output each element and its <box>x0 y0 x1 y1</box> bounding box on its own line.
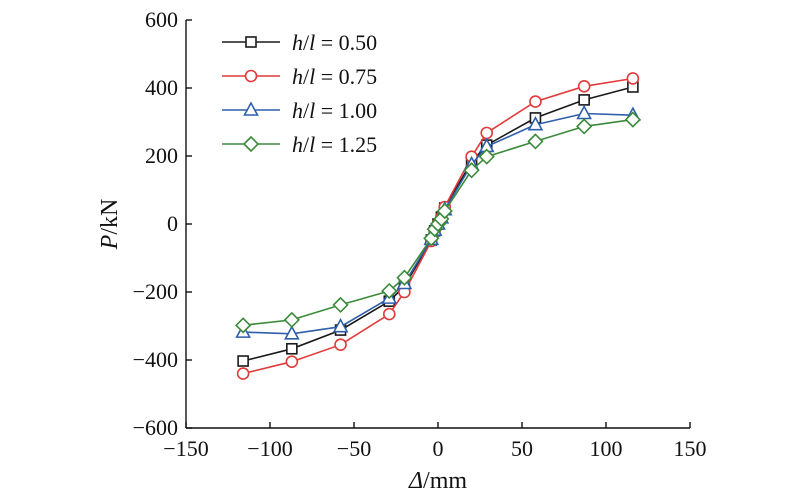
legend-var-h: h <box>292 98 303 123</box>
data-point-circle <box>285 355 299 369</box>
legend-label: h/l = 0.75 <box>292 64 377 89</box>
y-axis-unit: /kN <box>97 199 123 235</box>
x-tick-label: −100 <box>247 436 292 461</box>
legend-var-h: h <box>292 64 303 89</box>
legend-item: h/l = 0.75 <box>222 64 377 89</box>
legend-slash: / <box>303 132 310 157</box>
data-point-triangle <box>283 325 300 340</box>
legend-var-h: h <box>292 30 303 55</box>
data-point-diamond <box>234 317 252 334</box>
legend-label: h/l = 1.25 <box>292 132 377 157</box>
data-point-circle <box>577 80 591 93</box>
data-point-diamond <box>283 311 300 329</box>
legend-slash: / <box>303 30 310 55</box>
x-tick-label: −50 <box>337 436 371 461</box>
y-tick-label: 0 <box>167 211 178 236</box>
data-point-diamond <box>332 296 349 314</box>
data-point-triangle <box>332 318 349 333</box>
legend-var-l: l <box>309 98 315 123</box>
data-point-diamond <box>576 118 593 135</box>
legend-item: h/l = 1.25 <box>222 132 377 157</box>
x-tick-label: 0 <box>433 436 444 461</box>
legend-item: h/l = 0.50 <box>222 30 377 55</box>
legend-var-l: l <box>309 30 315 55</box>
data-point-diamond <box>527 133 544 150</box>
y-tick-label: 200 <box>145 143 178 168</box>
legend-value: = 0.50 <box>315 30 377 55</box>
data-point-square <box>578 94 590 106</box>
data-point-diamond <box>381 282 398 300</box>
data-point-circle <box>529 95 542 108</box>
data-point-triangle <box>527 116 544 131</box>
data-point-square <box>286 342 298 355</box>
legend-value: = 1.00 <box>315 98 377 123</box>
legend-slash: / <box>303 64 310 89</box>
data-point-circle <box>334 338 347 352</box>
y-axis-title: P/kN <box>97 199 123 251</box>
x-tick-label: 150 <box>674 436 707 461</box>
x-axis-variable: Δ <box>408 468 423 494</box>
data-point-circle <box>480 126 494 140</box>
x-tick-label: −150 <box>163 436 208 461</box>
legend-var-h: h <box>292 132 303 157</box>
legend-label: h/l = 1.00 <box>292 98 377 123</box>
data-point-diamond <box>436 202 453 220</box>
data-point-circle <box>626 72 640 85</box>
y-tick-label: −400 <box>133 347 178 372</box>
x-axis-unit: /mm <box>423 468 467 494</box>
data-point-circle <box>236 367 250 380</box>
y-tick-label: 600 <box>145 7 178 32</box>
legend-slash: / <box>303 98 310 123</box>
y-tick-label: 400 <box>145 75 178 100</box>
data-point-diamond <box>624 111 642 128</box>
x-axis-title: Δ/mm <box>408 468 467 494</box>
data-point-circle <box>382 307 396 321</box>
legend-var-l: l <box>309 64 315 89</box>
legend-var-l: l <box>309 132 315 157</box>
y-tick-label: −600 <box>133 415 178 440</box>
x-tick-label: 50 <box>511 436 533 461</box>
data-point-diamond <box>396 269 413 286</box>
y-ticks: −600 −400 −200 0 200 400 600 <box>133 7 192 440</box>
y-tick-label: −200 <box>133 279 178 304</box>
data-point-square <box>237 355 249 367</box>
data-point-diamond <box>463 162 480 179</box>
legend-marker-circle <box>244 69 258 83</box>
legend-marker-diamond <box>242 135 260 153</box>
legend: h/l = 0.50h/l = 0.75h/l = 1.00h/l = 1.25 <box>222 30 377 157</box>
x-tick-label: 100 <box>590 436 623 461</box>
data-point-triangle <box>576 104 593 120</box>
legend-item: h/l = 1.00 <box>222 98 377 123</box>
y-axis-variable: P <box>97 234 123 250</box>
data-point-diamond <box>478 148 495 165</box>
legend-value: = 0.75 <box>315 64 377 89</box>
series-4 <box>234 111 642 334</box>
series-group <box>234 72 642 380</box>
legend-value: = 1.25 <box>315 132 377 157</box>
legend-label: h/l = 0.50 <box>292 30 377 55</box>
legend-marker-triangle <box>243 101 259 116</box>
x-ticks: −150 −100 −50 0 50 100 150 <box>163 422 707 461</box>
legend-marker-square <box>245 36 257 48</box>
